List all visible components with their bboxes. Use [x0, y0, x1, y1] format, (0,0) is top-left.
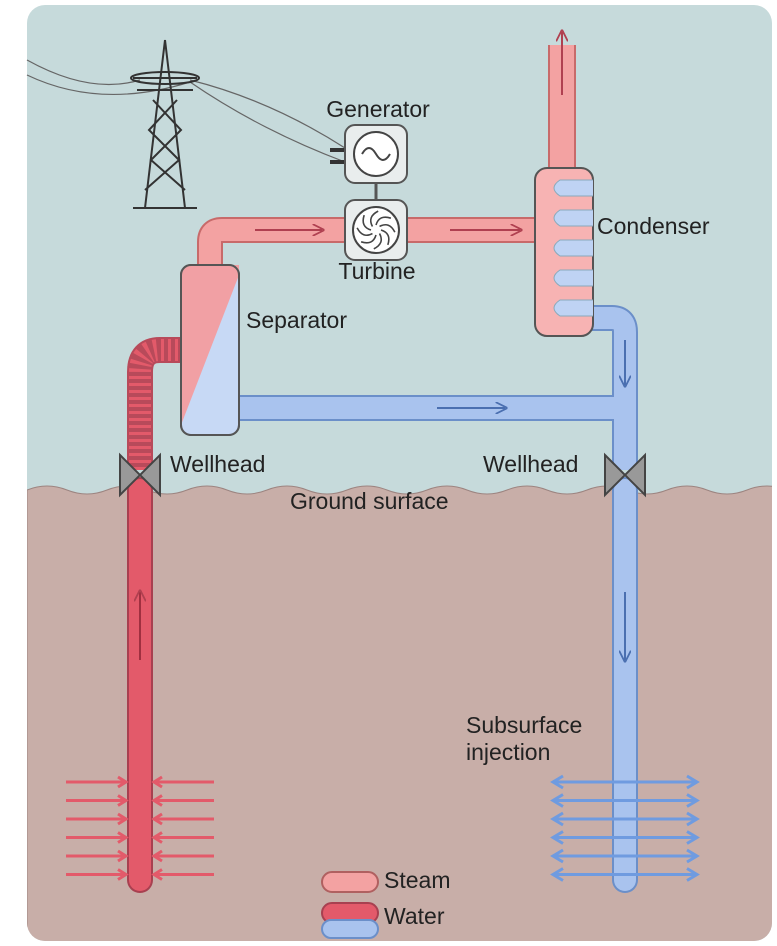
- outflow-arrow: [550, 793, 700, 808]
- legend-water-swatch: [321, 919, 379, 939]
- condenser-coil: [553, 179, 593, 317]
- pylon: [130, 39, 200, 209]
- blade: [379, 223, 396, 233]
- inflow-arrow: [66, 868, 214, 881]
- label: Generator: [326, 96, 430, 122]
- blade: [356, 227, 373, 237]
- separator-steam: [181, 265, 239, 425]
- legend-steam-swatch: [321, 871, 379, 893]
- steam-pipe: [199, 219, 548, 265]
- blade: [375, 216, 392, 226]
- generator-plug: [330, 148, 345, 164]
- mixed-pipe: [129, 339, 185, 470]
- blade: [380, 229, 390, 246]
- wellhead-valve: [119, 452, 161, 498]
- water-pipe: [240, 307, 636, 470]
- inflow-arrow: [66, 831, 214, 844]
- turbine-blades: [356, 210, 396, 250]
- outflow-arrow: [550, 830, 700, 845]
- label: injection: [466, 739, 550, 765]
- inflow-arrow: [66, 812, 214, 826]
- outflow-arrow: [550, 867, 700, 882]
- power-lines: [26, 59, 346, 163]
- inflow-arrow: [66, 775, 214, 789]
- label: Separator: [246, 307, 347, 333]
- blade: [373, 233, 383, 250]
- inflow-arrow: [66, 849, 214, 863]
- label: Wellhead: [483, 451, 578, 477]
- outflow-arrow: [550, 774, 700, 790]
- blade: [369, 210, 379, 227]
- label: Turbine: [338, 258, 415, 284]
- formation-flows: [66, 774, 700, 882]
- separator-frame: [180, 264, 240, 436]
- outflow-arrow: [550, 848, 700, 864]
- sine: [361, 147, 391, 161]
- blade: [362, 214, 372, 231]
- label: Wellhead: [170, 451, 265, 477]
- turbine-rotor: [352, 206, 400, 254]
- legend-label: Water: [384, 903, 445, 929]
- blade: [360, 234, 377, 244]
- label: Ground surface: [290, 488, 449, 514]
- outflow-arrow: [550, 811, 700, 827]
- legend-label: Steam: [384, 867, 450, 893]
- label: Subsurface: [466, 712, 582, 738]
- inflow-arrow: [66, 794, 214, 807]
- wellhead-valve: [604, 452, 646, 498]
- label: Condenser: [597, 213, 710, 239]
